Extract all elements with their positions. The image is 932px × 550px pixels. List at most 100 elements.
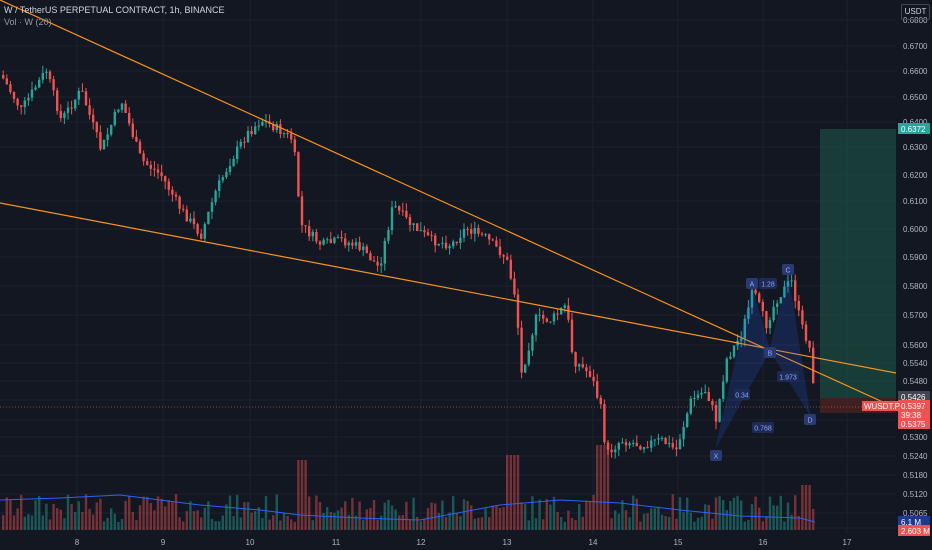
candle-body	[545, 318, 548, 322]
volume-bar	[326, 507, 329, 530]
pattern-label-text: B	[768, 351, 773, 358]
candle-body	[516, 294, 520, 328]
pattern-label-bg	[710, 450, 722, 461]
price-tick-label: 0.6300	[903, 143, 928, 152]
volume-bar	[20, 494, 23, 530]
volume-ma-tag: 2.603 M	[898, 525, 930, 536]
volume-bar	[628, 517, 631, 530]
candle-body	[128, 112, 131, 124]
volume-bar	[279, 520, 282, 530]
volume-bar	[192, 510, 196, 530]
volume-bar	[542, 519, 545, 530]
candle-body	[300, 196, 304, 226]
volume-bar	[455, 513, 458, 530]
volume-bar	[704, 504, 707, 530]
volume-bar	[747, 519, 750, 530]
volume-bar	[527, 520, 530, 530]
candle-body	[725, 358, 728, 382]
volume-bar	[358, 501, 361, 530]
candle-body	[473, 227, 476, 234]
volume-bar	[520, 502, 523, 530]
candle-body	[455, 241, 458, 243]
candle-body	[423, 230, 426, 233]
candle-body	[520, 327, 523, 373]
volume-bar	[380, 515, 383, 530]
candle-body	[365, 246, 368, 254]
volume-bar	[804, 485, 808, 530]
volume-bar	[642, 513, 646, 530]
candle-body	[99, 132, 102, 150]
candle-body	[246, 131, 250, 143]
volume-bar	[776, 505, 779, 530]
volume-bar	[758, 507, 761, 530]
price-tick-label: 0.5700	[903, 311, 928, 320]
candle-body	[2, 75, 5, 79]
volume-bar	[333, 512, 336, 530]
candle-body	[74, 99, 77, 109]
volume-bar	[153, 510, 156, 530]
volume-bar	[95, 502, 98, 530]
pattern-point-b: B	[764, 347, 776, 358]
candle-body	[657, 438, 660, 440]
volume-bar	[45, 503, 48, 530]
volume-bar	[740, 500, 743, 530]
candle-body	[779, 297, 782, 304]
xabcd-pattern[interactable]: X A B C D 1.28 0.34 1.973 0.768	[710, 264, 816, 461]
symbol-title[interactable]: W / TetherUS PERPETUAL CONTRACT, 1h, BIN…	[4, 5, 225, 15]
tag-text: 0.6372	[901, 125, 926, 134]
candle-body	[617, 443, 620, 450]
candle-body	[459, 237, 462, 243]
volume-bar	[218, 521, 221, 530]
volume-bar	[574, 520, 577, 530]
volume-bar	[336, 510, 340, 530]
candle-body	[390, 207, 394, 231]
volume-bar	[524, 504, 527, 530]
volume-bar	[563, 521, 566, 530]
candle-body	[66, 107, 70, 113]
volume-bar	[156, 496, 160, 530]
candle-body	[210, 202, 214, 212]
volume-bar	[81, 511, 84, 530]
volume-bar	[41, 515, 44, 530]
candle-body	[790, 280, 793, 282]
candle-body	[92, 114, 95, 123]
price-axis[interactable]: 0.6800 0.6700 0.6600 0.6500 0.6400 0.6300 0.62…	[903, 16, 928, 518]
volume-indicator-label[interactable]: Vol · W (20)	[4, 17, 52, 27]
volume-bar	[743, 521, 746, 530]
candle-body	[304, 225, 307, 227]
volume-bar	[30, 515, 34, 530]
time-axis[interactable]: 8 9 10 11 12 13 14 15 16 17	[75, 538, 852, 547]
volume-bar	[38, 496, 41, 530]
candle-body	[142, 153, 145, 162]
candle-body	[149, 164, 152, 169]
candle-body	[218, 180, 221, 191]
volume-bar	[117, 521, 120, 530]
candle-body	[387, 230, 390, 241]
candle-body	[311, 231, 314, 237]
volume-bar	[282, 513, 286, 530]
volume-ma-line	[0, 494, 816, 523]
candle-body	[614, 449, 617, 453]
target-price-tag: 0.6372	[898, 123, 930, 134]
volume-bar	[77, 501, 80, 530]
candle-body	[430, 235, 433, 237]
pattern-ratio-xd: 0.768	[752, 422, 774, 433]
volume-bar	[779, 495, 782, 530]
volume-bar	[509, 455, 512, 530]
tag-bg	[898, 516, 930, 527]
volume-bar	[329, 512, 332, 530]
volume-bar	[189, 501, 192, 530]
drawings[interactable]	[0, 0, 897, 409]
time-tick-label: 14	[589, 538, 598, 547]
volume-bar	[560, 516, 563, 530]
volume-bar	[138, 505, 142, 530]
chart-legend: W / TetherUS PERPETUAL CONTRACT, 1h, BIN…	[4, 4, 225, 28]
currency-button[interactable]: USDT	[901, 4, 930, 20]
candle-body	[228, 166, 232, 172]
volume-tag: 6.1 M	[898, 516, 930, 527]
volume-bar	[668, 517, 671, 530]
candle-body	[552, 313, 556, 322]
candle-body	[225, 171, 228, 178]
volume-bar	[462, 499, 466, 530]
